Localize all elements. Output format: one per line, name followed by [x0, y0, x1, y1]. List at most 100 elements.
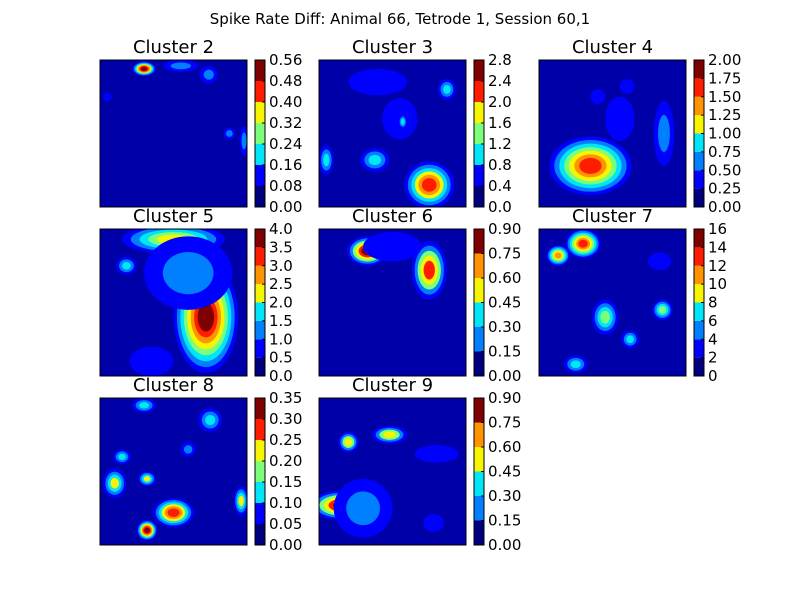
- contour-level-1: [363, 231, 422, 262]
- panel-4: Cluster 5 0.00.51.01.52.02.53.03.54.0: [99, 206, 293, 385]
- colorbar-band: [255, 339, 265, 358]
- colorbar-tick-label: 1.5: [269, 312, 293, 330]
- panel-5: Cluster 6 0.00 0.15 0.30 0.45 0.60 0.75 0.90: [318, 206, 521, 385]
- colorbar-tick-label: 0.30: [269, 410, 302, 428]
- colorbar-band: [474, 302, 484, 327]
- colorbar-band: [474, 398, 484, 423]
- hotspot: [363, 231, 422, 262]
- contour-level-8: [197, 302, 215, 332]
- colorbar-band: [694, 302, 704, 321]
- hotspot: [338, 431, 359, 453]
- colorbar-tick-label: 0.08: [269, 177, 302, 195]
- hotspot: [590, 89, 606, 105]
- colorbar-tick-label: 0.30: [488, 487, 521, 505]
- colorbar-tick-label: 0.05: [269, 515, 302, 533]
- contour-level-2: [225, 130, 233, 137]
- contour-level-5: [423, 260, 435, 280]
- colorbar-tick-label: 0.30: [488, 318, 521, 336]
- colorbar-band: [694, 151, 704, 171]
- colorbar-frame: [254, 397, 266, 546]
- contour-level-1: [647, 252, 672, 271]
- colorbar-tick-label: 3.5: [269, 238, 293, 256]
- contour-level-3: [205, 414, 216, 426]
- colorbar-tick-label: 0.0: [269, 367, 293, 385]
- colorbar-tick-label: 0: [708, 367, 718, 385]
- contour-level-3: [443, 84, 451, 94]
- hotspot: [348, 68, 408, 96]
- hotspot: [546, 245, 570, 266]
- hotspot: [113, 449, 131, 465]
- hotspot: [404, 161, 455, 207]
- colorbar: 0.00.51.01.52.02.53.03.54.0: [254, 220, 293, 385]
- colorbar: 0.00 0.15 0.30 0.45 0.60 0.75 0.90: [473, 220, 521, 385]
- contour-level-4: [600, 310, 610, 324]
- colorbar-band: [255, 229, 265, 248]
- colorbar-tick-label: 0.15: [269, 473, 302, 491]
- colorbar-band: [694, 284, 704, 303]
- colorbar-band: [474, 471, 484, 496]
- contour-level-4: [344, 438, 353, 446]
- contour-level-3: [122, 261, 131, 270]
- panel-1: Cluster 2 0.00 0.08 0.16 0.24 0.32 0.40 0.48 0.5…: [99, 37, 302, 216]
- colorbar-band: [255, 440, 265, 461]
- colorbar-band: [255, 81, 265, 102]
- colorbar-tick-label: 0.00: [488, 367, 521, 385]
- contour-level-1: [348, 68, 408, 96]
- panel-frame: [318, 228, 467, 377]
- hotspot: [223, 127, 236, 140]
- colorbar-band: [694, 339, 704, 358]
- colorbar-band: [474, 327, 484, 352]
- colorbar-tick-label: 1.75: [708, 69, 741, 87]
- colorbar-tick-label: 0.60: [488, 269, 521, 287]
- hotspot: [129, 346, 174, 376]
- colorbar-band: [255, 123, 265, 144]
- contour-level-4: [383, 431, 396, 438]
- colorbar-band: [694, 188, 704, 207]
- colorbar-band: [255, 284, 265, 303]
- colorbar-tick-label: 1.2: [488, 135, 512, 153]
- colorbar-tick-label: 0.0: [488, 198, 512, 216]
- contour-level-6: [167, 508, 180, 517]
- colorbar-band: [474, 520, 484, 545]
- colorbar-band: [474, 123, 484, 144]
- contour-level-2: [658, 114, 670, 153]
- panel-title: Cluster 8: [133, 375, 214, 396]
- colorbar-tick-label: 0.10: [269, 494, 302, 512]
- colorbar-band: [474, 278, 484, 303]
- colorbar-band: [694, 265, 704, 285]
- colorbar-tick-label: 0.16: [269, 156, 302, 174]
- hotspot: [619, 79, 635, 94]
- colorbar-tick-label: 0.25: [708, 180, 741, 198]
- colorbar-band: [694, 60, 704, 79]
- contour-level-4: [143, 476, 151, 482]
- hotspot: [653, 101, 675, 166]
- colorbar-tick-label: 0.8: [488, 156, 512, 174]
- panel-title: Cluster 3: [352, 37, 433, 58]
- contour-level-1: [605, 96, 635, 141]
- contour-level-1: [102, 92, 112, 102]
- colorbar-band: [694, 247, 704, 266]
- colorbar-tick-label: 0.5: [269, 349, 293, 367]
- panel-title: Cluster 9: [352, 375, 433, 396]
- contour-level-4: [110, 477, 119, 489]
- panel-frame: [318, 59, 467, 208]
- contour-level-2: [203, 69, 214, 80]
- contour-level-3: [400, 118, 405, 125]
- colorbar-tick-label: 0.32: [269, 114, 302, 132]
- colorbar-band: [255, 482, 265, 503]
- colorbar-tick-label: 0.00: [708, 198, 741, 216]
- colorbar-tick-label: 2: [708, 349, 718, 367]
- panel-title: Cluster 7: [572, 206, 653, 227]
- colorbar-tick-label: 4: [708, 330, 718, 348]
- colorbar-band: [694, 320, 704, 340]
- contour-level-7: [579, 157, 602, 174]
- colorbar-band: [474, 447, 484, 472]
- hotspot: [563, 355, 588, 374]
- colorbar-tick-label: 6: [708, 312, 718, 330]
- contour-level-4: [658, 306, 667, 314]
- hotspot: [319, 145, 334, 175]
- contour-level-3: [323, 153, 330, 167]
- colorbar-band: [474, 81, 484, 102]
- hotspot: [198, 408, 223, 432]
- hotspot: [371, 425, 408, 444]
